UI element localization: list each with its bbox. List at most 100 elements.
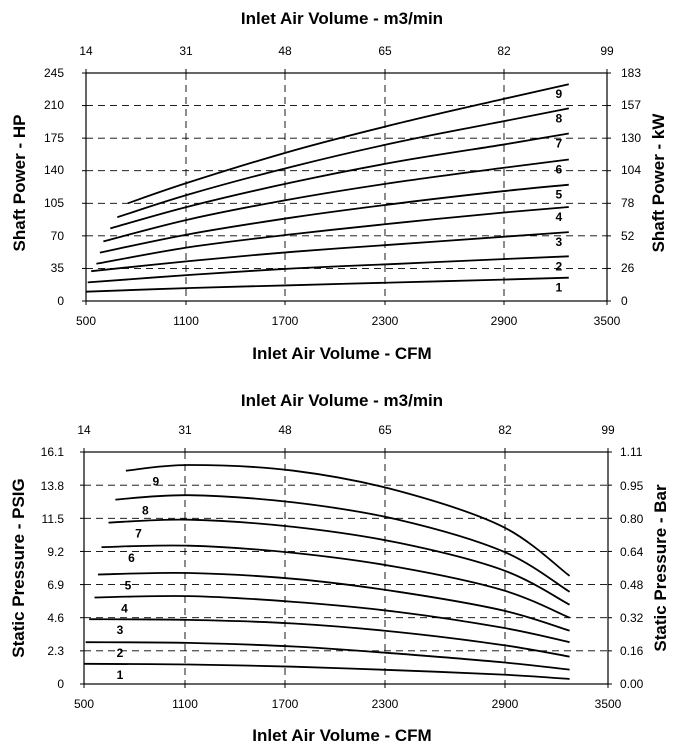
chart2-top-ticks: 14 31 48 65 82 99: [77, 423, 615, 437]
chart1-x-axis-title: Inlet Air Volume - CFM: [252, 344, 431, 363]
curve-4: [94, 595, 570, 644]
chart2-top-tick: 31: [178, 423, 192, 437]
chart2-right-ticks: 0.00 0.16 0.32 0.48 0.64 0.80 0.95 1.11: [620, 445, 644, 691]
chart1-right-tick: 0: [621, 294, 628, 308]
chart2-top-tick: 65: [378, 423, 392, 437]
chart2-right-tick: 0.80: [620, 512, 644, 526]
chart2-x-axis-title: Inlet Air Volume - CFM: [252, 726, 431, 745]
static-pressure-chart: Inlet Air Volume - m3/min Inlet Air Volu…: [9, 391, 670, 745]
curve-label-7: 7: [555, 137, 562, 151]
chart2-left-ticks: 0 2.3 4.6 6.9 9.2 11.5 13.8 16.1: [41, 445, 65, 691]
chart1-y-tick: 245: [44, 66, 64, 80]
chart2-y-tick: 2.3: [47, 644, 64, 658]
curve-label-9: 9: [153, 475, 160, 489]
curve-5: [99, 183, 569, 254]
curve-3: [89, 618, 570, 658]
chart2-right-tick: 0.95: [620, 479, 644, 493]
curve-2: [85, 641, 570, 671]
chart1-x-tick: 2900: [491, 314, 518, 328]
chart1-right-tick: 52: [621, 229, 635, 243]
chart1-right-tick: 104: [621, 163, 641, 177]
chart2-left-axis-title: Static Pressure - PSIG: [9, 478, 28, 658]
chart2-x-tick: 1100: [172, 697, 198, 711]
chart2-curves: [83, 464, 571, 680]
curve-label-9: 9: [555, 87, 562, 101]
curve-label-8: 8: [142, 504, 149, 518]
chart2-top-axis-title: Inlet Air Volume - m3/min: [241, 391, 443, 410]
chart2-top-tick: 14: [77, 423, 91, 437]
chart1-left-axis-title: Shaft Power - HP: [10, 115, 29, 252]
chart1-right-tick: 26: [621, 261, 635, 275]
chart1-y-tick: 105: [44, 196, 64, 210]
curve-1: [85, 276, 569, 293]
chart1-top-tick: 14: [79, 44, 93, 58]
chart2-y-tick: 0: [57, 677, 64, 691]
chart2-curve-labels: 1 2 3 4 5 678 9: [117, 475, 160, 682]
chart1-right-tick: 78: [621, 196, 635, 210]
curve-label-7: 7: [135, 527, 142, 541]
chart1-right-tick: 130: [621, 131, 641, 145]
curve-label-6: 6: [555, 163, 562, 177]
chart1-top-ticks: 14 31 48 65 82 99: [79, 44, 614, 58]
chart1-right-tick: 183: [621, 66, 641, 80]
chart1-y-tick: 70: [51, 229, 65, 243]
curve-6: [101, 544, 570, 619]
chart1-x-ticks: 500 1100 1700 2300 2900 3500: [76, 314, 621, 328]
curve-label-4: 4: [121, 602, 128, 616]
chart1-y-tick: 175: [44, 131, 64, 145]
shaft-power-chart: Inlet Air Volume - m3/min Inlet Air Volu…: [10, 9, 668, 363]
curve-6: [103, 158, 569, 243]
chart1-top-tick: 31: [179, 44, 193, 58]
chart2-right-tick: 0.48: [620, 578, 644, 592]
chart2-y-tick: 13.8: [41, 479, 65, 493]
chart1-y-tick: 210: [44, 98, 64, 112]
chart2-y-tick: 9.2: [47, 545, 64, 559]
chart1-top-tick: 48: [278, 44, 292, 58]
chart2-x-tick: 3500: [595, 697, 622, 711]
curve-1: [83, 662, 570, 680]
curve-label-2: 2: [555, 259, 562, 273]
curve-3: [91, 231, 569, 273]
chart2-y-tick: 16.1: [41, 445, 65, 459]
curve-5: [97, 571, 570, 632]
chart2-x-tick: 2300: [372, 697, 399, 711]
curve-label-2: 2: [117, 646, 124, 660]
chart1-plot-frame: [85, 72, 608, 302]
chart2-top-tick: 99: [601, 423, 615, 437]
curve-9: [127, 83, 569, 205]
chart2-y-tick: 4.6: [47, 611, 64, 625]
chart2-y-tick: 6.9: [47, 578, 64, 592]
chart2-gridlines: [80, 448, 612, 688]
chart1-curve-labels: 1 2 3 4 5 6 7 8 9: [555, 87, 562, 295]
curve-label-5: 5: [125, 579, 132, 593]
curve-4: [96, 206, 569, 265]
chart1-left-ticks: 0 35 70 105 140 175 210 245: [44, 66, 64, 308]
chart1-y-tick: 35: [51, 261, 65, 275]
curve-label-1: 1: [555, 281, 562, 295]
curve-2: [87, 255, 569, 284]
curve-7: [110, 132, 569, 230]
chart2-top-tick: 48: [278, 423, 292, 437]
chart2-right-tick: 0.64: [620, 545, 644, 559]
chart1-y-tick: 140: [44, 163, 64, 177]
curve-8: [117, 107, 569, 219]
chart1-top-tick: 65: [378, 44, 392, 58]
curve-label-5: 5: [555, 188, 562, 202]
curve-label-1: 1: [117, 668, 124, 682]
chart1-gridlines: [82, 69, 611, 305]
curve-label-8: 8: [555, 111, 562, 125]
chart1-right-ticks: 0 26 52 78 104 130 157 183: [621, 66, 641, 308]
chart1-x-tick: 1700: [272, 314, 299, 328]
chart2-right-tick: 0.32: [620, 611, 644, 625]
chart2-right-tick: 0.00: [620, 677, 644, 691]
curve-label-6: 6: [128, 551, 135, 565]
chart1-x-tick: 1100: [173, 314, 199, 328]
chart1-x-tick: 500: [76, 314, 96, 328]
chart2-x-tick: 1700: [272, 697, 299, 711]
chart1-top-axis-title: Inlet Air Volume - m3/min: [241, 9, 443, 28]
curve-label-3: 3: [555, 235, 562, 249]
chart1-x-tick: 3500: [594, 314, 621, 328]
chart2-right-tick: 0.16: [620, 644, 644, 658]
chart2-y-tick: 11.5: [42, 512, 65, 526]
